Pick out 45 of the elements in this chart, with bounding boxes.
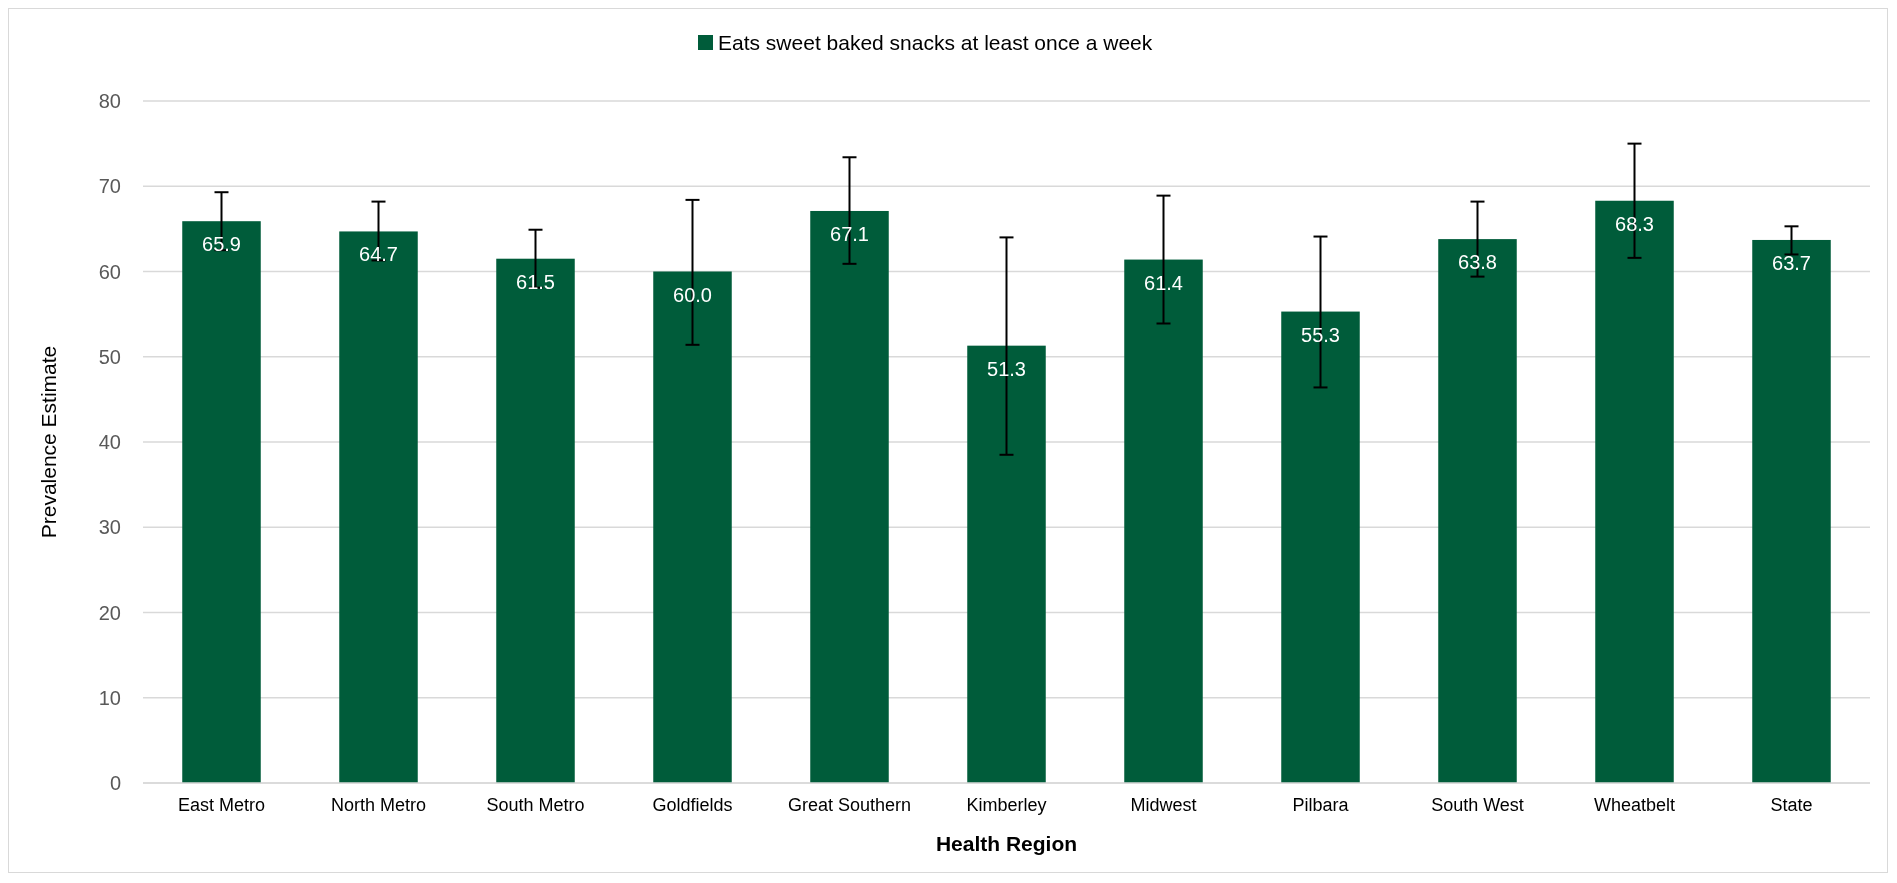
data-label: 60.0	[673, 283, 712, 306]
y-tick-label: 10	[98, 686, 121, 709]
bar	[1281, 311, 1360, 783]
data-label: 64.7	[359, 243, 398, 266]
data-label: 67.1	[830, 222, 869, 245]
data-label: 63.8	[1458, 251, 1497, 274]
bar	[496, 258, 575, 783]
y-tick-label: 60	[98, 260, 121, 283]
bar	[653, 271, 732, 783]
x-tick-label: State	[1770, 795, 1813, 815]
y-tick-label: 20	[98, 601, 121, 624]
data-label: 61.5	[516, 270, 555, 293]
x-tick-label: Great Southern	[787, 795, 912, 815]
y-tick-label: 0	[109, 772, 121, 794]
data-label: 68.3	[1615, 212, 1654, 235]
x-tick-label: South Metro	[486, 795, 585, 815]
y-tick-label: 50	[98, 345, 121, 368]
bar	[1752, 239, 1831, 783]
x-axis-title: Health Region	[935, 832, 1078, 855]
bar	[339, 231, 418, 783]
bar	[810, 210, 889, 783]
y-tick-label: 40	[98, 431, 121, 453]
x-tick-label: Midwest	[1130, 795, 1197, 815]
bar	[182, 221, 261, 783]
data-label: 65.9	[202, 233, 241, 256]
x-tick-label: Goldfields	[652, 795, 733, 815]
y-tick-label: 70	[98, 175, 121, 198]
x-tick-label: East Metro	[177, 795, 266, 815]
data-label: 51.3	[987, 357, 1026, 380]
y-tick-label: 30	[98, 516, 121, 539]
data-label: 55.3	[1301, 323, 1340, 346]
data-label: 63.7	[1772, 251, 1811, 274]
legend-label: Eats sweet baked snacks at least once a week	[718, 31, 1153, 54]
bar	[967, 345, 1046, 783]
bar	[1595, 200, 1674, 783]
bar	[1438, 239, 1517, 783]
x-tick-label: North Metro	[330, 795, 427, 815]
y-axis-title: Prevalence Estimate	[37, 345, 60, 539]
data-label: 61.4	[1144, 271, 1183, 294]
x-tick-label: Kimberley	[966, 795, 1047, 815]
bar	[1124, 259, 1203, 783]
x-tick-label: South West	[1431, 795, 1524, 815]
x-tick-label: Wheatbelt	[1593, 795, 1676, 815]
y-tick-label: 80	[98, 90, 121, 112]
x-tick-label: Pilbara	[1292, 795, 1350, 815]
